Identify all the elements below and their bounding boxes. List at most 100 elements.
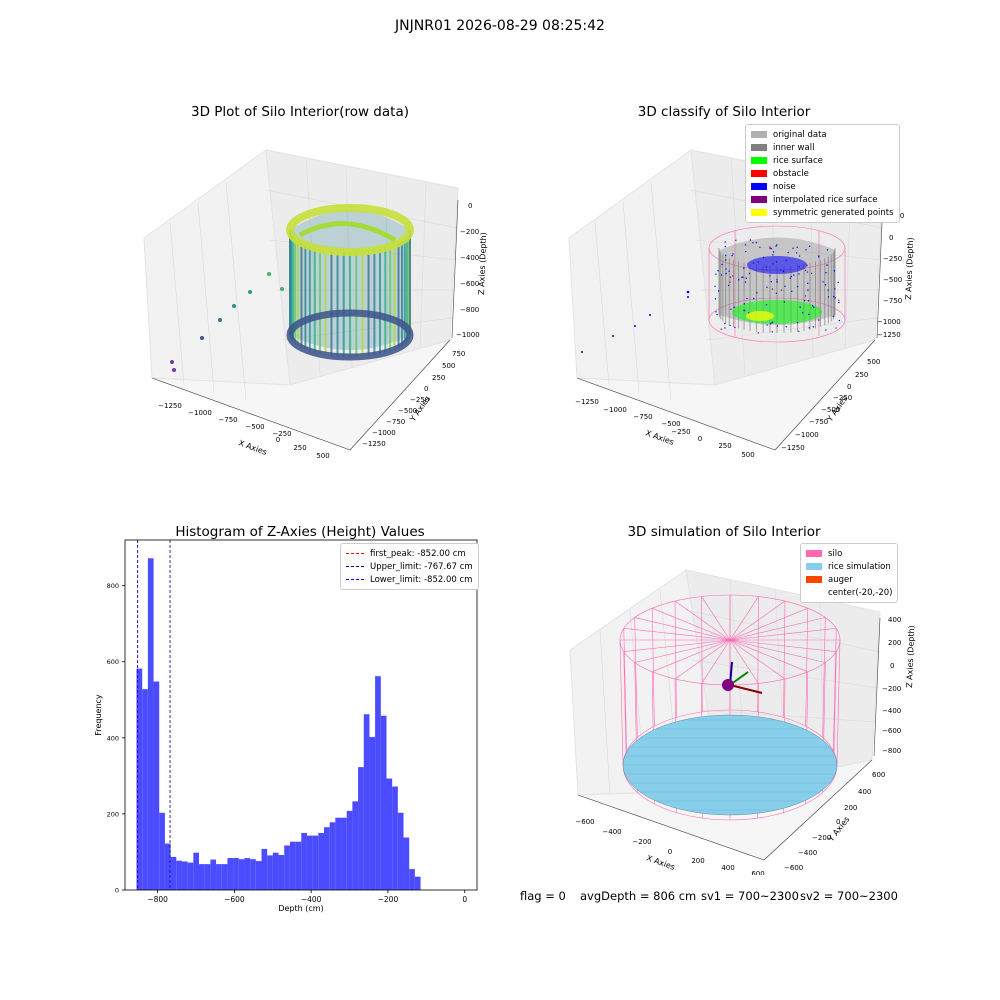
noise-point [795, 252, 798, 254]
y-tick: 400 [858, 788, 871, 796]
histogram-bar [329, 822, 336, 890]
classify-z-label: Z Axies (Depth) [904, 237, 915, 300]
x-tick: −1250 [158, 402, 182, 410]
noise-point [766, 324, 768, 326]
y-tick-label: 800 [107, 582, 119, 590]
y-tick: 500 [867, 358, 880, 366]
histogram-bar [267, 855, 273, 890]
noise-point [772, 251, 775, 253]
noise-point [724, 254, 727, 257]
x-tick: −1000 [188, 409, 212, 417]
noise-point [776, 279, 778, 281]
noise-point [838, 319, 841, 322]
noise-point [771, 331, 774, 333]
x-tick: 250 [293, 444, 306, 452]
noise-point [724, 241, 726, 243]
silo-wire [634, 617, 638, 738]
y-tick: 200 [844, 804, 857, 812]
noise-point [798, 273, 800, 275]
histogram-bar [142, 689, 148, 890]
x-tick-label: −600 [224, 895, 245, 904]
y-tick: −200 [812, 834, 831, 842]
histogram-bar [341, 817, 347, 890]
noise-point [808, 245, 811, 248]
noise-point [755, 241, 758, 244]
figure-title: JNJNR01 2026-08-29 08:25:42 [395, 18, 605, 34]
noise-point [825, 272, 827, 274]
noise-point [716, 313, 718, 316]
x-tick-label: 0 [462, 895, 467, 904]
noise-point [804, 269, 807, 272]
noise-point [752, 242, 754, 244]
raw-plot-title: 3D Plot of Silo Interior(row data) [191, 104, 409, 120]
avg-depth-text: avgDepth = 806 cm [580, 889, 697, 903]
y-tick-label: 400 [107, 734, 119, 742]
noise-point [772, 263, 774, 265]
noise-point [826, 249, 829, 251]
classify-x-ticks: −1250 −1000 −750 −500 −250 0 250 500 [575, 398, 755, 459]
raw-z-label: Z Axies (Depth) [477, 232, 488, 295]
histogram-bar [204, 864, 211, 890]
legend-entry: first_peak: -852.00 cm [346, 547, 473, 560]
noise-point [787, 251, 789, 254]
legend-swatch [346, 566, 364, 567]
noise-point [803, 300, 806, 302]
y-tick: −250 [410, 396, 429, 404]
silo-roof-wire [729, 628, 837, 641]
histogram-bar [397, 812, 404, 890]
silo-roof-wire [623, 639, 731, 652]
noise-point [805, 249, 807, 251]
histogram-bar [164, 843, 171, 890]
raw-silo-points [286, 204, 414, 361]
histogram-bar [312, 835, 319, 890]
raw-3d-plot: −1250 −1000 −750 −500 −250 0 250 500 X A… [143, 149, 488, 460]
y-tick: 750 [452, 350, 465, 358]
noise-point [837, 281, 839, 284]
z-tick: −400 [460, 254, 479, 262]
noise-point [744, 250, 747, 253]
x-tick: 500 [741, 451, 754, 459]
auger-marker [722, 661, 763, 694]
noise-point [785, 259, 787, 262]
histogram-bar [147, 558, 154, 890]
x-tick: 250 [718, 442, 731, 450]
noise-point [796, 246, 798, 248]
silo-roof-wire [634, 639, 731, 663]
noise-point [775, 292, 778, 294]
histogram-bar [159, 812, 165, 890]
histogram-bar [187, 862, 194, 890]
flag-text: flag = 0 [520, 889, 566, 903]
x-tick: 200 [691, 857, 704, 865]
histogram-bar [238, 859, 245, 890]
noise-point [807, 300, 810, 302]
legend-swatch [751, 144, 767, 151]
x-tick: −400 [602, 828, 621, 836]
y-tick: 250 [432, 374, 445, 382]
classify-points [714, 237, 841, 334]
histogram-x-ticks: −800 −600 −400 −200 0 [147, 890, 467, 904]
z-tick: 0 [890, 662, 894, 670]
noise-point [743, 267, 745, 269]
noise-point [769, 323, 772, 325]
noise-point [776, 244, 778, 246]
x-tick: 0 [698, 435, 702, 443]
histogram-bar [301, 832, 307, 890]
noise-point [832, 315, 834, 317]
noise-point [720, 274, 723, 276]
histogram-bar [216, 864, 222, 890]
noise-point [757, 261, 759, 263]
noise-point [818, 319, 820, 321]
histogram-bar [346, 810, 353, 890]
z-tick: 0 [468, 202, 472, 210]
noise-point [749, 239, 752, 241]
histogram-bar [318, 832, 324, 890]
histogram-bar [369, 737, 376, 890]
legend-entry: silo [806, 547, 892, 560]
noise-point [735, 239, 737, 241]
histogram-bar [375, 676, 381, 890]
noise-point [807, 289, 809, 291]
noise-point [808, 313, 810, 316]
noise-point [725, 259, 727, 261]
legend-swatch [346, 553, 364, 554]
y-tick-label: 600 [107, 658, 119, 666]
